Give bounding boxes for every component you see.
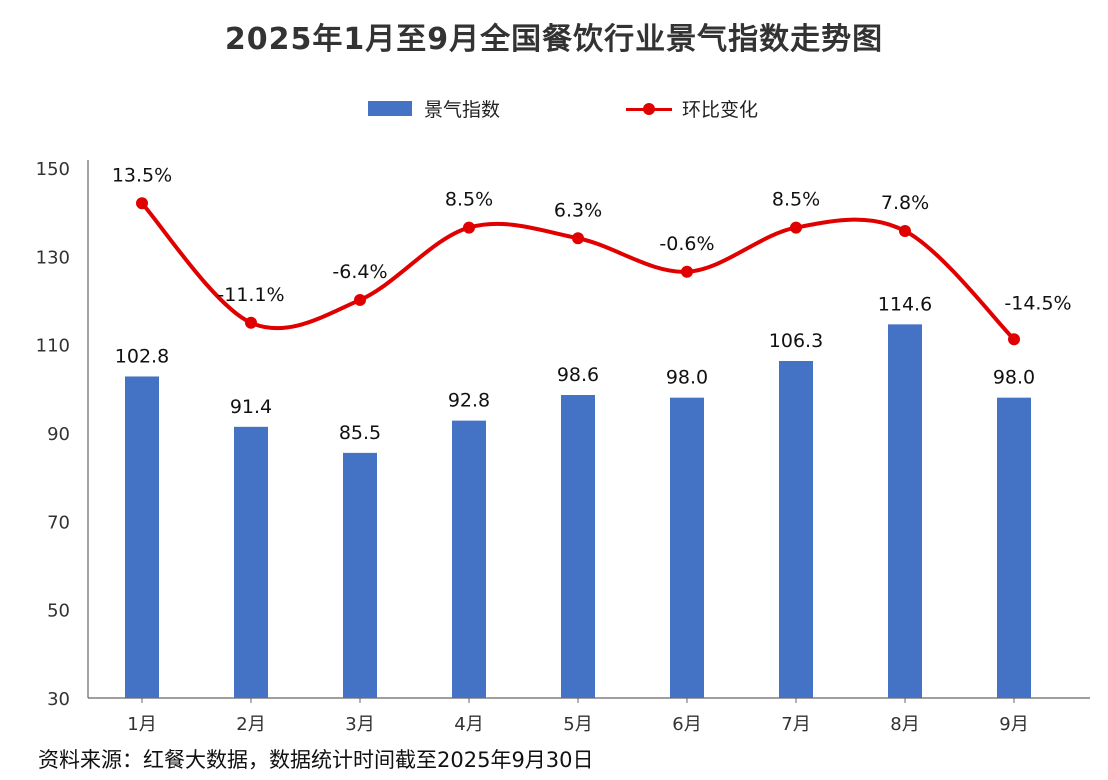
bar-2 [234, 426, 268, 698]
line-point-5 [572, 232, 584, 245]
y-tick-label: 110 [36, 336, 70, 357]
line-value-label: -6.4% [332, 261, 387, 283]
bar-value-label: 92.8 [448, 390, 490, 412]
x-tick-label: 2月 [236, 714, 265, 735]
bar-9 [997, 397, 1031, 698]
y-tick-label: 50 [47, 601, 70, 622]
bar-8 [888, 324, 922, 698]
y-tick-label: 150 [36, 159, 70, 180]
line-value-label: -11.1% [217, 284, 284, 306]
line-series-path [140, 201, 1016, 341]
legend-bar-swatch [368, 101, 412, 116]
bar-4 [452, 420, 486, 698]
line-point-1 [136, 197, 148, 210]
chart-title: 2025年1月至9月全国餐饮行业景气指数走势图 [224, 22, 884, 57]
bar-value-label: 91.4 [230, 396, 272, 418]
x-tick-label: 8月 [890, 714, 919, 735]
bar-value-label: 114.6 [878, 293, 932, 315]
source-note: 资料来源：红餐大数据，数据统计时间截至2025年9月30日 [38, 748, 594, 772]
y-tick-label: 130 [36, 247, 70, 268]
line-point-9 [1008, 333, 1020, 346]
line-value-label: 13.5% [112, 164, 172, 186]
bar-3 [343, 452, 377, 698]
bar-value-label: 98.6 [557, 364, 599, 386]
x-tick-label: 7月 [781, 714, 810, 735]
bar-value-label: 98.0 [993, 367, 1035, 389]
line-value-label: -14.5% [1004, 292, 1071, 314]
x-tick-label: 3月 [345, 714, 374, 735]
chart-legend: 景气指数 环比变化 [0, 95, 1108, 125]
bar-value-label: 106.3 [769, 330, 823, 352]
legend-line-swatch [626, 102, 672, 116]
legend-line-label: 环比变化 [682, 99, 759, 121]
y-tick-label: 90 [47, 424, 70, 445]
bar-value-label: 98.0 [666, 367, 708, 389]
line-value-label: 8.5% [445, 189, 493, 211]
bar-6 [670, 397, 704, 698]
line-value-label: 8.5% [772, 189, 820, 211]
bar-1 [125, 376, 159, 698]
line-point-4 [463, 221, 475, 234]
bar-7 [779, 361, 813, 698]
x-tick-label: 6月 [672, 714, 701, 735]
legend-bar-label: 景气指数 [424, 99, 501, 121]
line-point-8 [899, 224, 911, 237]
bar-5 [561, 395, 595, 698]
line-point-3 [354, 293, 366, 306]
legend-item-change: 环比变化 [626, 95, 758, 122]
line-value-label: 6.3% [554, 199, 602, 221]
legend-item-index: 景气指数 [368, 95, 500, 122]
bar-value-label: 85.5 [339, 422, 381, 444]
x-tick-label: 4月 [454, 714, 483, 735]
x-tick-label: 1月 [127, 714, 156, 735]
line-value-label: 7.8% [881, 192, 929, 214]
bar-value-label: 102.8 [115, 345, 169, 367]
line-point-2 [245, 316, 257, 329]
line-value-label: -0.6% [659, 233, 714, 255]
x-tick-label: 9月 [999, 714, 1028, 735]
line-point-6 [681, 265, 693, 278]
y-tick-label: 30 [47, 689, 70, 710]
line-point-7 [790, 221, 802, 234]
y-tick-label: 70 [47, 512, 70, 533]
x-tick-label: 5月 [563, 714, 592, 735]
chart-plot: 150 130 110 90 70 50 30 102.8 91.4 85.5 92.8 98.6 98… [36, 159, 1090, 735]
